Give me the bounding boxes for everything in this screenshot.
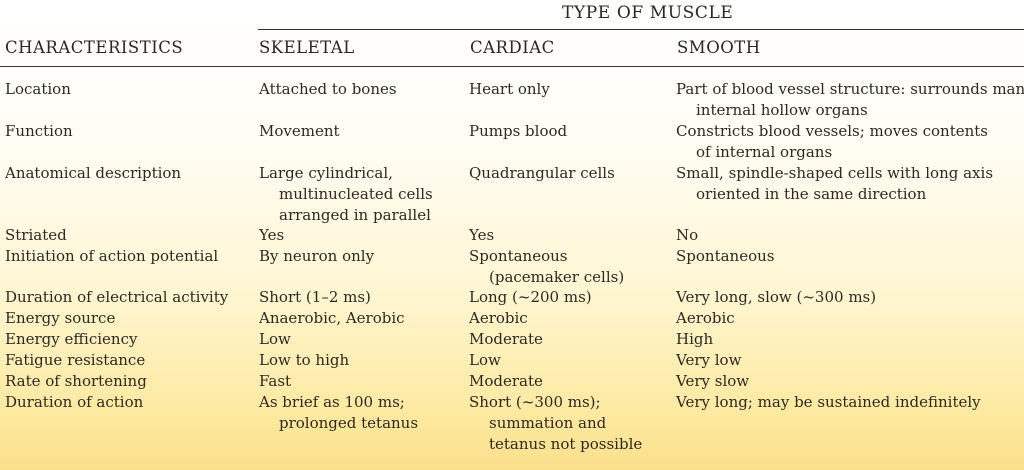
cell-skeletal: Short (1–2 ms) bbox=[259, 288, 371, 306]
cell-characteristic: Duration of electrical activity bbox=[5, 288, 229, 306]
cell-skeletal: Movement bbox=[259, 122, 340, 140]
cell-cardiac: Yes bbox=[469, 226, 495, 244]
cell-characteristic: Anatomical description bbox=[5, 164, 182, 182]
cell-cardiac: Quadrangular cells bbox=[469, 164, 615, 182]
cell-cardiac: Short (~300 ms); summation and tetanus n… bbox=[469, 393, 643, 453]
header-cardiac: CARDIAC bbox=[470, 38, 555, 57]
cell-cardiac: Heart only bbox=[469, 80, 550, 98]
cell-cardiac: Low bbox=[469, 351, 501, 369]
cell-cardiac: Pumps blood bbox=[469, 122, 568, 140]
group-title: TYPE OF MUSCLE bbox=[562, 3, 734, 23]
cell-skeletal: Attached to bones bbox=[259, 80, 397, 98]
cell-cardiac: Long (~200 ms) bbox=[469, 288, 592, 306]
cell-cardiac: Spontaneous (pacemaker cells) bbox=[469, 247, 625, 286]
cell-cardiac: Aerobic bbox=[469, 309, 528, 327]
cell-smooth: Aerobic bbox=[676, 309, 735, 327]
cell-characteristic: Fatigue resistance bbox=[5, 351, 146, 369]
header-characteristics: CHARACTERISTICS bbox=[5, 38, 184, 57]
cell-smooth: Part of blood vessel structure: surround… bbox=[676, 80, 1024, 119]
cell-skeletal: By neuron only bbox=[259, 247, 375, 265]
cell-characteristic: Energy source bbox=[5, 309, 116, 327]
cell-skeletal: Large cylindrical, multinucleated cells … bbox=[259, 164, 433, 224]
cell-skeletal: Anaerobic, Aerobic bbox=[259, 309, 405, 327]
header-rule bbox=[0, 66, 1024, 67]
header-skeletal: SKELETAL bbox=[259, 38, 355, 57]
cell-smooth: Very long; may be sustained indefinitely bbox=[676, 393, 981, 411]
cell-characteristic: Initiation of action potential bbox=[5, 247, 219, 265]
cell-smooth: Constricts blood vessels; moves contents… bbox=[676, 122, 988, 161]
cell-skeletal: As brief as 100 ms; prolonged tetanus bbox=[259, 393, 419, 432]
cell-smooth: Spontaneous bbox=[676, 247, 775, 265]
cell-skeletal: Low to high bbox=[259, 351, 350, 369]
cell-smooth: Very long, slow (~300 ms) bbox=[676, 288, 877, 306]
cell-smooth: High bbox=[676, 330, 714, 348]
cell-smooth: No bbox=[676, 226, 699, 244]
group-title-rule bbox=[258, 29, 1024, 30]
cell-smooth: Very low bbox=[676, 351, 742, 369]
cell-smooth: Small, spindle-shaped cells with long ax… bbox=[676, 164, 994, 203]
cell-cardiac: Moderate bbox=[469, 372, 543, 390]
cell-characteristic: Function bbox=[5, 122, 73, 140]
cell-skeletal: Low bbox=[259, 330, 291, 348]
cell-smooth: Very slow bbox=[676, 372, 750, 390]
cell-characteristic: Location bbox=[5, 80, 71, 98]
cell-skeletal: Yes bbox=[259, 226, 285, 244]
cell-characteristic: Energy efficiency bbox=[5, 330, 138, 348]
cell-characteristic: Striated bbox=[5, 226, 67, 244]
cell-cardiac: Moderate bbox=[469, 330, 543, 348]
cell-characteristic: Duration of action bbox=[5, 393, 144, 411]
table-header-row: CHARACTERISTICS SKELETAL CARDIAC SMOOTH bbox=[0, 38, 1024, 62]
cell-characteristic: Rate of shortening bbox=[5, 372, 147, 390]
cell-skeletal: Fast bbox=[259, 372, 292, 390]
header-smooth: SMOOTH bbox=[677, 38, 761, 57]
